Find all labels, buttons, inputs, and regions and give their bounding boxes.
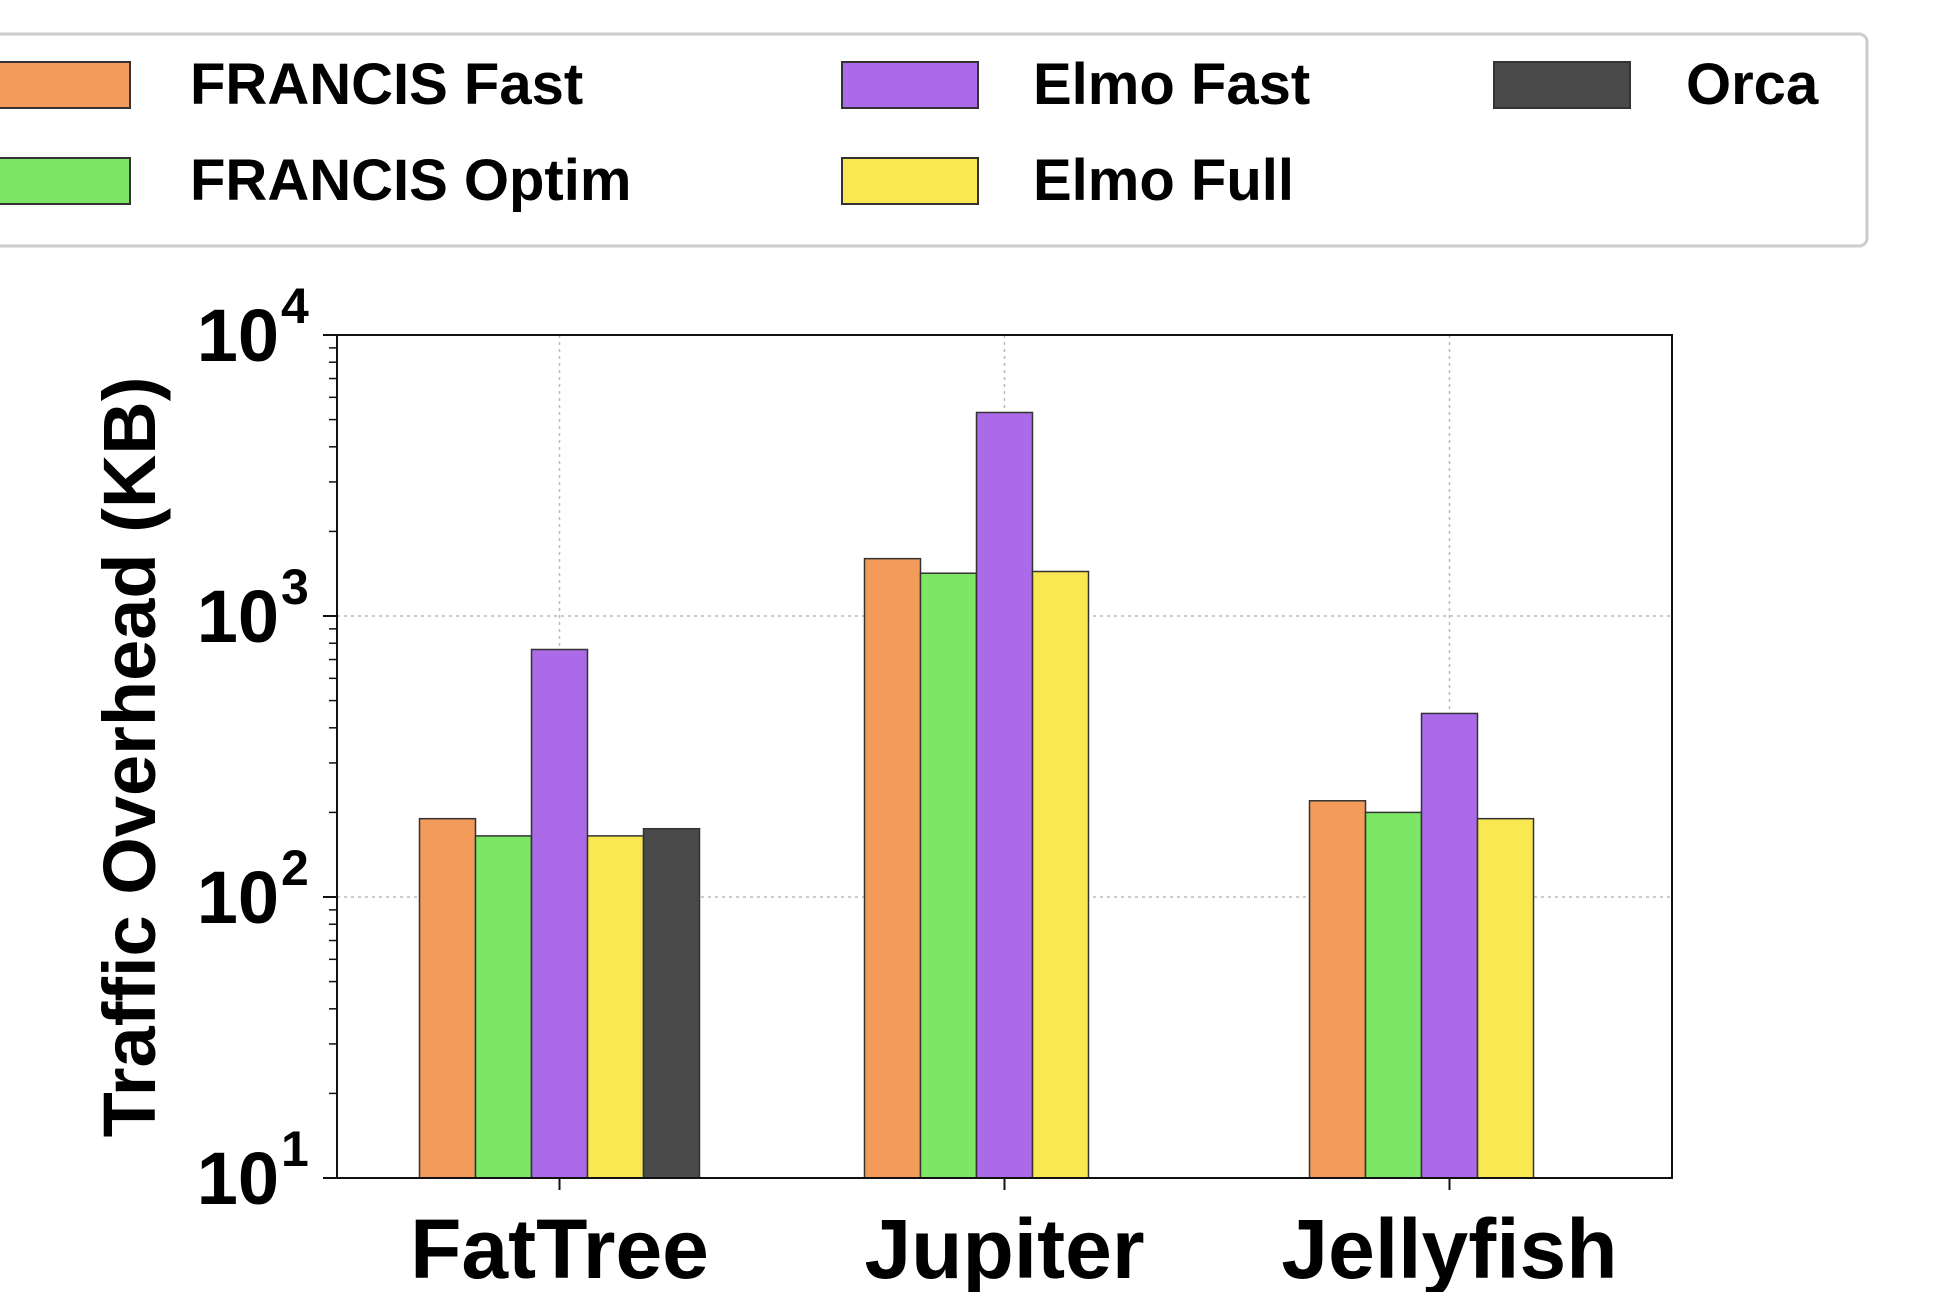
legend-label-elmo-full: Elmo Full xyxy=(1033,148,1294,213)
legend-item-elmo-full: Elmo Full xyxy=(841,148,1294,213)
bar-francis-fast-jupiter xyxy=(863,557,922,1179)
y-tick-base: 10 xyxy=(197,1137,279,1220)
bar-elmo-full-jellyfish xyxy=(1476,817,1535,1179)
bar-francis-optim-fattree xyxy=(474,835,533,1179)
y-tick-base: 10 xyxy=(197,575,279,658)
bar-francis-fast-jellyfish xyxy=(1308,800,1367,1179)
bars xyxy=(418,411,1535,1179)
bar-elmo-fast-jellyfish xyxy=(1420,712,1479,1179)
bar-elmo-full-jupiter xyxy=(1031,570,1090,1179)
legend-label-francis-optim: FRANCIS Optim xyxy=(190,148,631,213)
legend-swatch-francis-optim xyxy=(0,157,131,205)
y-tick-label-3: 10 3 xyxy=(197,559,309,658)
bar-francis-optim-jupiter xyxy=(919,572,978,1179)
bar-francis-optim-jellyfish xyxy=(1364,811,1423,1179)
y-tick-exponent: 1 xyxy=(281,1121,309,1177)
bar-elmo-fast-jupiter xyxy=(975,411,1034,1179)
y-tick-label-2: 10 2 xyxy=(197,840,309,939)
legend-label-orca: Orca xyxy=(1686,52,1819,117)
legend-swatch-orca xyxy=(1493,61,1631,109)
legend-label-francis-fast: FRANCIS Fast xyxy=(190,52,583,117)
legend-item-francis-optim: FRANCIS Optim xyxy=(0,148,631,213)
legend-label-elmo-fast: Elmo Fast xyxy=(1033,52,1310,117)
y-axis-label: Traffic Overhead (KB) xyxy=(88,377,171,1138)
y-tick-exponent: 2 xyxy=(281,840,309,896)
y-tick-exponent: 4 xyxy=(281,278,309,334)
bar-elmo-fast-fattree xyxy=(530,648,589,1179)
legend: FRANCIS Fast FRANCIS Optim Elmo Fast Elm… xyxy=(0,32,1869,248)
legend-item-francis-fast: FRANCIS Fast xyxy=(0,52,583,117)
y-tick-label-4: 10 4 xyxy=(197,278,309,377)
legend-swatch-elmo-fast xyxy=(841,61,979,109)
legend-item-orca: Orca xyxy=(1493,52,1819,117)
bar-orca-fattree xyxy=(642,827,701,1179)
legend-item-elmo-fast: Elmo Fast xyxy=(841,52,1310,117)
x-tick-labels: FatTree Jupiter Jellyfish xyxy=(410,1178,1618,1292)
y-tick-exponent: 3 xyxy=(281,559,309,615)
y-tick-base: 10 xyxy=(197,856,279,939)
x-tick-label-fattree: FatTree xyxy=(410,1202,709,1292)
legend-frame xyxy=(0,32,1869,248)
y-tick-label-1: 10 1 xyxy=(197,1121,309,1220)
x-tick-label-jupiter: Jupiter xyxy=(864,1202,1144,1292)
bar-elmo-full-fattree xyxy=(586,835,645,1179)
x-tick-label-jellyfish: Jellyfish xyxy=(1281,1202,1617,1292)
legend-swatch-francis-fast xyxy=(0,61,131,109)
y-minor-ticks xyxy=(329,347,337,1095)
legend-swatch-elmo-full xyxy=(841,157,979,205)
y-tick-base: 10 xyxy=(197,294,279,377)
bar-francis-fast-fattree xyxy=(418,817,477,1179)
